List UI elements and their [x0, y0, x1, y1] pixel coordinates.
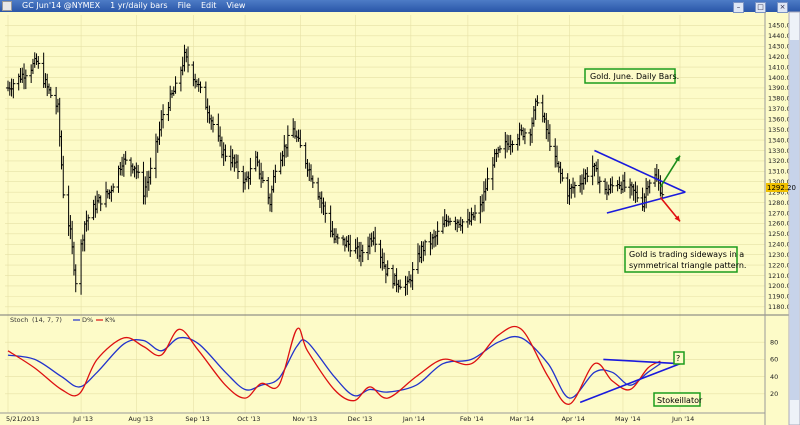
- triangle-upper-line: [594, 149, 686, 193]
- price-tick-label: 1410.00: [768, 63, 795, 71]
- stoch-triangle-upper-line: [603, 358, 681, 365]
- price-tick-label: 1360.00: [768, 116, 795, 124]
- axes: 1180.00 1190.00 1200.00 1210.00 1220.00 1230.…: [6, 22, 795, 423]
- interval-label[interactable]: 1 yr/daily bars: [110, 1, 168, 10]
- price-tick-label: 1440.00: [768, 32, 795, 40]
- time-tick-label: Jan '14: [402, 415, 425, 423]
- price-tick-label: 1450.00: [768, 22, 795, 30]
- pattern-annotation-box: [624, 246, 738, 273]
- price-tick-label: 1210.00: [768, 272, 795, 280]
- price-tick-label: 1290.00: [768, 188, 795, 196]
- menu-edit[interactable]: Edit: [200, 1, 217, 10]
- time-tick-label: 5/21/2013: [6, 415, 39, 423]
- time-tick-label: Jul '13: [72, 415, 93, 423]
- price-tick-label: 1270.00: [768, 209, 795, 217]
- price-tick-label: 1310.00: [768, 168, 795, 176]
- window-title-bar: GC Jun'14 @NYMEX 1 yr/daily bars File Edit V…: [0, 0, 800, 13]
- pattern-annotation-line2: symmetrical triangle pattern.: [629, 261, 746, 270]
- price-tick-label: 1190.00: [768, 293, 795, 301]
- price-tick-label: 1400.00: [768, 74, 795, 82]
- stoch-tick-label: 20: [770, 390, 778, 398]
- time-tick-label: Aug '13: [128, 415, 153, 423]
- price-tick-label: 1230.00: [768, 251, 795, 259]
- grid-lines: [5, 15, 765, 413]
- time-tick-label: Apr '14: [561, 415, 584, 423]
- stokeillator-box: [653, 392, 701, 407]
- price-tick-label: 1220.00: [768, 261, 795, 269]
- price-tick-label: 1390.00: [768, 84, 795, 92]
- question-mark: ?: [676, 354, 680, 363]
- price-tick-label: 1250.00: [768, 230, 795, 238]
- time-tick-label: Sep '13: [185, 415, 209, 423]
- app-icon: [2, 0, 12, 11]
- time-tick-label: May '14: [615, 415, 641, 423]
- stoch-legend-title[interactable]: Stoch: [10, 316, 28, 324]
- title-annotation-box: [584, 68, 676, 84]
- stoch-legend-params: (14, 7, 7): [32, 316, 62, 324]
- time-tick-label: Jun '14: [671, 415, 694, 423]
- stochastic-lines: [7, 325, 661, 405]
- arrow-up-head: [674, 155, 680, 162]
- price-tick-label: 1180.00: [768, 303, 795, 311]
- time-tick-label: Feb '14: [460, 415, 484, 423]
- stokeillator-label: Stokeillator: [657, 396, 703, 405]
- price-tick-label: 1240.00: [768, 241, 795, 249]
- time-tick-label: Dec '13: [348, 415, 373, 423]
- stoch-line-k: [7, 325, 661, 405]
- drawing-overlay: [579, 149, 686, 404]
- stoch-triangle-lower-line: [579, 362, 681, 404]
- triangle-lower-line: [606, 191, 686, 214]
- current-price-label: 1292.20: [767, 184, 796, 192]
- arrow-down-head: [674, 215, 680, 222]
- time-tick-label: Nov '13: [292, 415, 317, 423]
- d-legend-label[interactable]: D%: [82, 316, 93, 324]
- current-price-box: [766, 183, 788, 192]
- stoch-tick-label: 80: [770, 339, 778, 347]
- pattern-annotation-line1: Gold is trading sideways in a: [629, 250, 744, 259]
- stoch-tick-label: 40: [770, 373, 778, 381]
- time-tick-label: Oct '13: [237, 415, 260, 423]
- price-tick-label: 1340.00: [768, 136, 795, 144]
- price-tick-label: 1380.00: [768, 95, 795, 103]
- menu-file[interactable]: File: [177, 1, 191, 10]
- scrollbar-thumb[interactable]: [790, 40, 799, 400]
- minimize-icon[interactable]: –: [733, 2, 744, 13]
- price-tick-label: 1300.00: [768, 178, 795, 186]
- price-bars: [6, 44, 665, 296]
- stoch-line-d: [7, 335, 661, 399]
- symbol-title: GC Jun'14 @NYMEX: [22, 1, 101, 10]
- price-tick-label: 1350.00: [768, 126, 795, 134]
- price-tick-label: 1430.00: [768, 43, 795, 51]
- price-tick-label: 1330.00: [768, 147, 795, 155]
- price-tick-label: 1370.00: [768, 105, 795, 113]
- price-tick-label: 1280.00: [768, 199, 795, 207]
- price-tick-label: 1260.00: [768, 220, 795, 228]
- title-annotation: Gold. June. Daily Bars.: [590, 72, 679, 81]
- close-icon[interactable]: ×: [777, 2, 788, 13]
- stoch-tick-label: 60: [770, 356, 778, 364]
- price-tick-label: 1420.00: [768, 53, 795, 61]
- price-tick-label: 1200.00: [768, 282, 795, 290]
- k-legend-label[interactable]: K%: [105, 316, 115, 324]
- menu-view[interactable]: View: [226, 1, 246, 10]
- price-tick-label: 1320.00: [768, 157, 795, 165]
- question-box: [673, 351, 685, 365]
- time-tick-label: Mar '14: [510, 415, 534, 423]
- breakout-up-arrow: [659, 155, 681, 188]
- maximize-icon[interactable]: □: [755, 2, 766, 13]
